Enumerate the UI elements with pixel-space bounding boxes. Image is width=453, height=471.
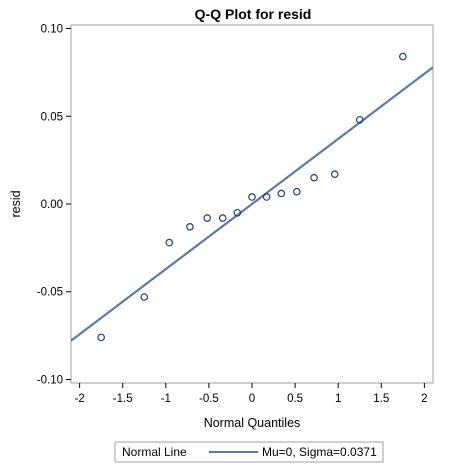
x-tick-label: 2 [421,393,427,405]
data-point [218,214,227,222]
data-point [262,193,271,201]
data-point [140,293,149,301]
data-point [203,214,211,222]
data-point [233,208,242,217]
data-point [165,238,174,247]
data-point [186,223,194,231]
reference-line-group [71,66,433,342]
y-tick-label: -0.05 [37,287,63,299]
data-point [293,187,301,196]
x-tick-label: 0 [249,393,255,405]
data-point [97,333,105,342]
legend-title: Normal Line [122,445,187,459]
chart-title: Q-Q Plot for resid [195,6,312,22]
x-tick-label: -1 [161,393,171,405]
data-point [310,173,318,182]
legend-entry-label: Mu=0, Sigma=0.0371 [262,445,377,459]
x-tick-label: 1 [335,393,341,405]
x-tick-label: -2 [75,393,85,405]
data-point [277,189,286,198]
data-points [97,52,407,342]
x-axis-label: Normal Quantiles [204,416,301,430]
legend: Normal Line Mu=0, Sigma=0.0371 [114,441,384,463]
data-point [355,115,364,124]
y-axis-ticks: -0.10 -0.05 0.00 0.05 0.10 [37,24,71,386]
data-point [330,170,339,178]
data-point [248,193,256,201]
y-tick-label: 0.10 [41,24,63,36]
y-tick-label: -0.10 [37,374,63,386]
x-axis-ticks: -2 -1.5 -1 -0.5 0 0.5 1 1.5 2 [75,383,428,405]
normal-reference-line [71,66,433,342]
x-tick-label: 0.5 [287,393,303,405]
y-axis-label: resid [9,190,23,217]
x-tick-label: -1.5 [113,393,133,405]
y-tick-label: 0.00 [41,199,63,211]
y-tick-label: 0.05 [41,111,63,123]
x-tick-label: -0.5 [199,393,219,405]
data-point [399,52,407,61]
x-tick-label: 1.5 [373,393,389,405]
